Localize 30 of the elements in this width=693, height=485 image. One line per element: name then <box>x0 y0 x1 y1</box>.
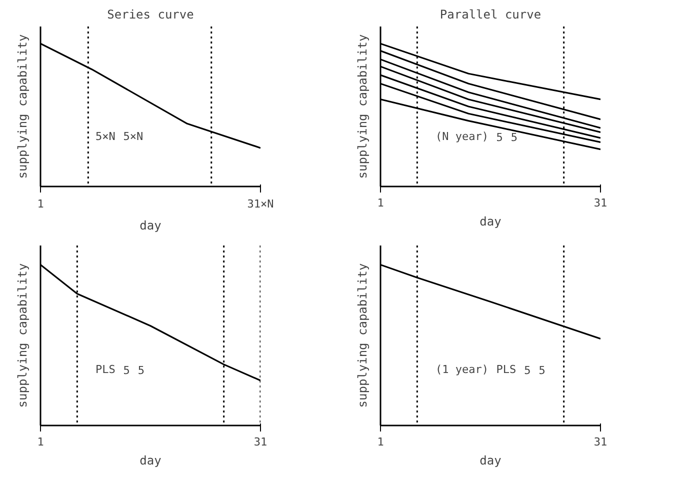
x-axis-title: day <box>480 214 502 228</box>
annotation: (1 year) <box>436 362 488 376</box>
x-tick-label: 1 <box>377 436 384 448</box>
annotation: 5 <box>496 131 503 144</box>
y-axis-title: supplying capability <box>16 34 30 179</box>
annotation: 5 <box>123 364 130 377</box>
y-axis-title: supplying capability <box>356 34 370 179</box>
x-tick-label: 31 <box>594 436 608 448</box>
annotation: 5 <box>538 364 546 377</box>
x-tick-label: 1 <box>37 436 44 448</box>
chart-title: Parallel curve <box>440 8 542 22</box>
annotation: 5 <box>524 364 531 377</box>
x-axis-title: day <box>480 454 502 468</box>
annotation: (N year) <box>436 130 488 143</box>
x-tick-label: 31 <box>594 196 608 210</box>
x-tick-label: 31×N <box>247 198 274 210</box>
x-axis-title: day <box>140 218 162 232</box>
y-axis-title: supplying capability <box>356 263 370 408</box>
annotation: PLS <box>496 362 516 376</box>
annotation: 5×N <box>96 130 116 143</box>
x-tick-label: 31 <box>254 436 268 448</box>
x-tick-label: 1 <box>37 198 44 210</box>
annotation: 5 <box>510 131 518 144</box>
annotation: 5 <box>138 364 145 377</box>
annotation: PLS <box>96 362 116 376</box>
x-tick-label: 1 <box>377 196 384 210</box>
annotation: 5×N <box>123 130 144 143</box>
y-axis-title: supplying capability <box>16 263 30 408</box>
x-axis-title: day <box>140 454 162 468</box>
chart-title: Series curve <box>107 8 194 22</box>
